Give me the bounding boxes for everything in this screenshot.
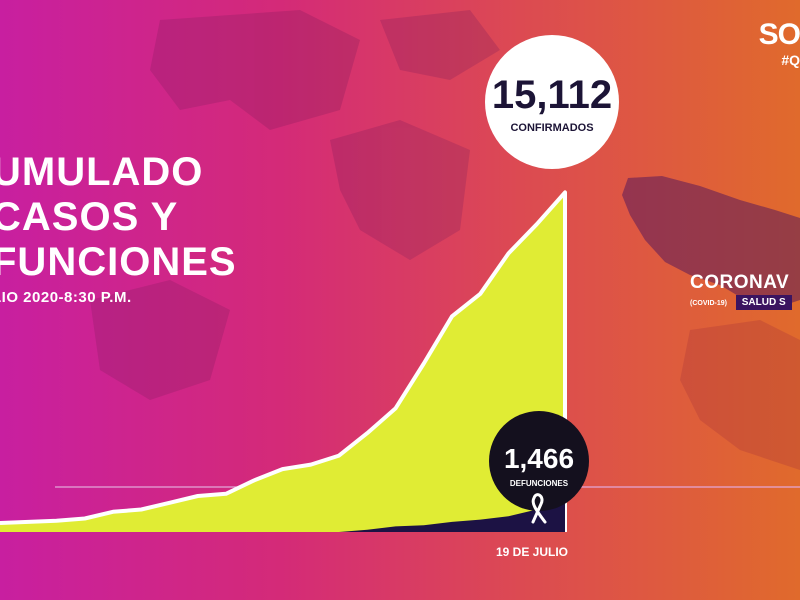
coronavirus-subtitle: (COVID-19) SALUD S [690,295,792,310]
confirmed-outline [0,190,567,532]
deaths-label: DEFUNCIONES [510,479,569,488]
confirmed-label: CONFIRMADOS [510,122,593,134]
end-date-label: 19 DE JULIO [496,545,568,559]
headline-line-2: CASOS Y [0,195,179,239]
coronavirus-panel: CORONAV (COVID-19) SALUD S [690,272,792,310]
headline-line-1: UMULADO [0,150,204,194]
deaths-value: 1,466 [504,443,574,474]
region-map-shape [622,176,800,310]
headline-line-3: FUNCIONES [0,240,237,284]
confirmed-bubble [485,35,619,169]
brand-logo: SO #Q [758,18,800,69]
confirmed-value: 15,112 [492,73,612,117]
confirmed-area [0,192,565,532]
ribbon-icon [531,493,547,524]
covid-tag: (COVID-19) [690,300,727,307]
deaths-bubble [489,411,589,511]
coronavirus-title: CORONAV [690,272,790,293]
headline: UMULADO CASOS Y FUNCIONES LIO 2020-8:30 … [0,150,237,306]
brand-logo-text: SO [758,18,800,51]
source-pill: SALUD S [735,295,792,310]
brand-hashtag: #Q [781,52,800,68]
deaths-area [0,499,565,532]
headline-date: LIO 2020-8:30 P.M. [0,289,132,306]
